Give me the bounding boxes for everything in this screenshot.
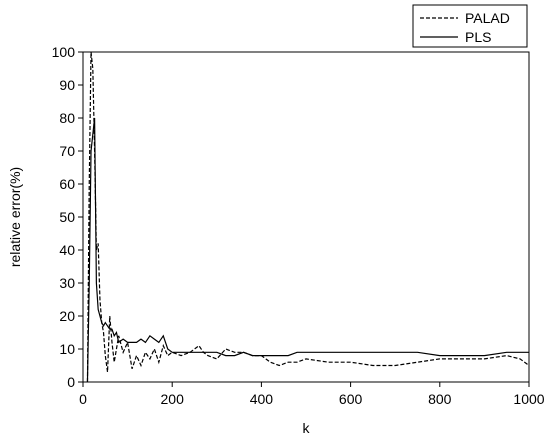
legend-label: PALAD	[465, 10, 510, 26]
legend-label: PLS	[465, 29, 491, 45]
x-tick-label: 200	[161, 391, 185, 407]
y-tick-label: 80	[59, 110, 75, 126]
y-tick-label: 50	[59, 209, 75, 225]
x-tick-label: 1000	[513, 391, 544, 407]
y-tick-label: 0	[67, 374, 75, 390]
y-tick-label: 10	[59, 341, 75, 357]
line-series	[86, 117, 529, 383]
x-tick-label: 800	[428, 391, 452, 407]
x-tick-label: 0	[79, 391, 87, 407]
y-axis-label: relative error(%)	[7, 167, 23, 267]
plot-frame	[82, 51, 530, 383]
x-tick-label: 600	[339, 391, 363, 407]
y-tick-label: 90	[59, 77, 75, 93]
legend-box	[412, 4, 528, 48]
y-tick-label: 100	[52, 44, 76, 60]
y-tick-label: 20	[59, 308, 75, 324]
line-series	[86, 51, 530, 383]
x-axis-label: k	[303, 420, 311, 436]
y-tick-label: 60	[59, 176, 75, 192]
x-tick-label: 400	[250, 391, 274, 407]
y-tick-label: 70	[59, 143, 75, 159]
y-tick-label: 30	[59, 275, 75, 291]
y-tick-label: 40	[59, 242, 75, 258]
